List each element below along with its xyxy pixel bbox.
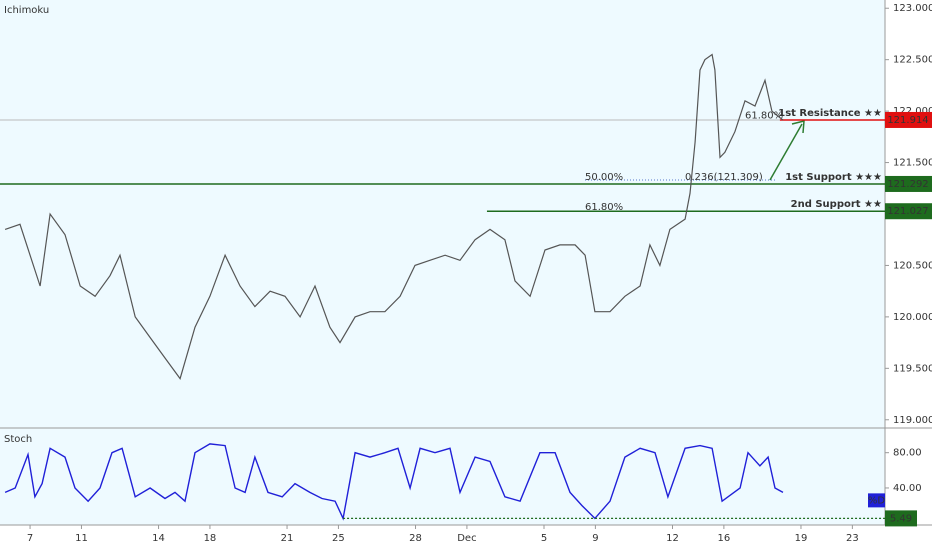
y-tick-label: 40.00: [893, 483, 922, 494]
y-tick-label: 80.00: [893, 448, 922, 459]
stoch-level-value: 5.49: [890, 513, 912, 524]
x-tick-label: 7: [27, 533, 33, 544]
level-label: 1st Support ★★★: [785, 172, 882, 183]
level-box: [885, 175, 932, 192]
level-box: [885, 111, 932, 128]
y-tick-label: 119.500: [893, 363, 932, 374]
arrow: [769, 123, 803, 181]
y-tick-label: 119.000: [893, 415, 932, 426]
x-tick-label: 9: [592, 533, 598, 544]
y-tick-label: 121.500: [893, 158, 932, 169]
x-tick-label: 28: [409, 533, 422, 544]
fib-label: 0.236(121.309): [685, 172, 763, 183]
series-line: [4, 53, 784, 380]
fib-label: 61.80%: [585, 202, 623, 213]
x-tick-label: 21: [281, 533, 294, 544]
fib-label: 50.00%: [585, 172, 623, 183]
plot-bg: [0, 0, 885, 525]
x-tick-label: Dec: [457, 533, 476, 544]
series-name-box: [868, 493, 885, 508]
x-tick-label: 19: [795, 533, 808, 544]
arrow-head: [791, 120, 805, 134]
x-tick-label: 14: [152, 533, 165, 544]
x-tick-label: 23: [846, 533, 859, 544]
x-tick-label: 25: [332, 533, 345, 544]
level-value: 121.914: [887, 115, 928, 126]
level-label: 1st Resistance ★★: [778, 108, 882, 119]
stoch-title: Stoch: [4, 434, 32, 445]
x-tick-label: 18: [204, 533, 217, 544]
y-tick-label: 120.000: [893, 312, 932, 323]
y-tick-label: 120.500: [893, 260, 932, 271]
x-tick-label: 11: [75, 533, 88, 544]
series-line: [4, 443, 784, 521]
y-tick-label: 122.500: [893, 55, 932, 66]
stoch-level-box: [885, 510, 917, 527]
level-value: 121.292: [887, 179, 928, 190]
x-tick-label: 16: [718, 533, 731, 544]
level-value: 121.027: [887, 206, 928, 217]
level-label: 2nd Support ★★: [791, 199, 882, 210]
x-tick-label: 12: [666, 533, 679, 544]
level-box: [885, 203, 932, 220]
y-tick-label: 122.000: [893, 106, 932, 117]
indicator-title: Ichimoku: [4, 5, 49, 16]
series-name: %D: [868, 495, 886, 506]
y-tick-label: 123.000: [893, 3, 932, 14]
x-tick-label: 5: [541, 533, 547, 544]
fib-label: 61.80%: [745, 110, 783, 121]
price-axis-bg: [885, 0, 932, 550]
